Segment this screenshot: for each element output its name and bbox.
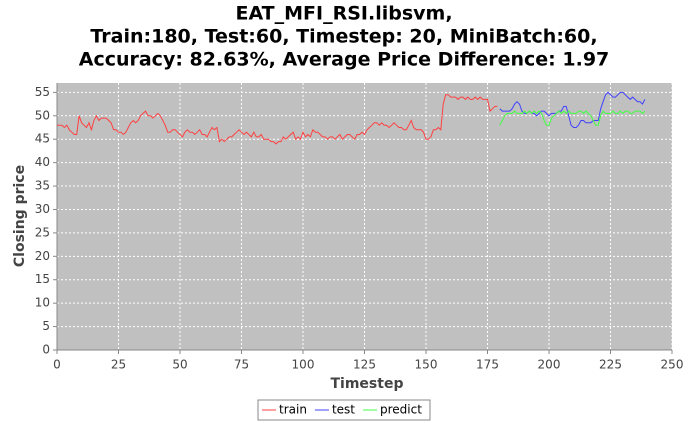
x-tick-label: 225 — [599, 358, 622, 372]
series-line — [499, 110, 646, 126]
x-tick-label: 100 — [292, 358, 315, 372]
x-tick-label: 125 — [353, 358, 376, 372]
y-tick-label: 10 — [35, 296, 50, 310]
y-tick-label: 35 — [35, 179, 50, 193]
chart-title: Train:180, Test:60, Timestep: 20, MiniBa… — [90, 26, 597, 48]
legend-label: test — [332, 403, 355, 417]
x-axis-title: Timestep — [331, 376, 404, 392]
chart-title: EAT_MFI_RSI.libsvm, — [235, 3, 452, 25]
x-tick-label: 25 — [111, 358, 126, 372]
legend-box — [257, 399, 431, 421]
y-axis-title: Closing price — [12, 165, 28, 267]
y-tick-label: 0 — [42, 343, 50, 357]
x-tick-label: 0 — [53, 358, 61, 372]
y-tick-label: 45 — [35, 132, 50, 146]
x-tick-label: 50 — [172, 358, 187, 372]
x-tick-label: 250 — [661, 358, 684, 372]
y-tick-label: 55 — [35, 85, 50, 99]
y-tick-label: 50 — [35, 108, 50, 122]
series-line — [499, 91, 646, 128]
y-tick-label: 5 — [42, 319, 50, 333]
y-tick-label: 15 — [35, 272, 50, 286]
x-tick-label: 150 — [415, 358, 438, 372]
series-line — [57, 94, 498, 145]
x-tick-label: 75 — [234, 358, 249, 372]
x-tick-label: 175 — [476, 358, 499, 372]
y-tick-label: 20 — [35, 249, 50, 263]
legend-label: predict — [380, 403, 422, 417]
y-tick-label: 30 — [35, 202, 50, 216]
chart-title: Accuracy: 82.63%, Average Price Differen… — [79, 49, 610, 71]
y-tick-label: 25 — [35, 225, 50, 239]
x-tick-label: 200 — [538, 358, 561, 372]
y-tick-label: 40 — [35, 155, 50, 169]
legend-label: train — [279, 403, 307, 417]
